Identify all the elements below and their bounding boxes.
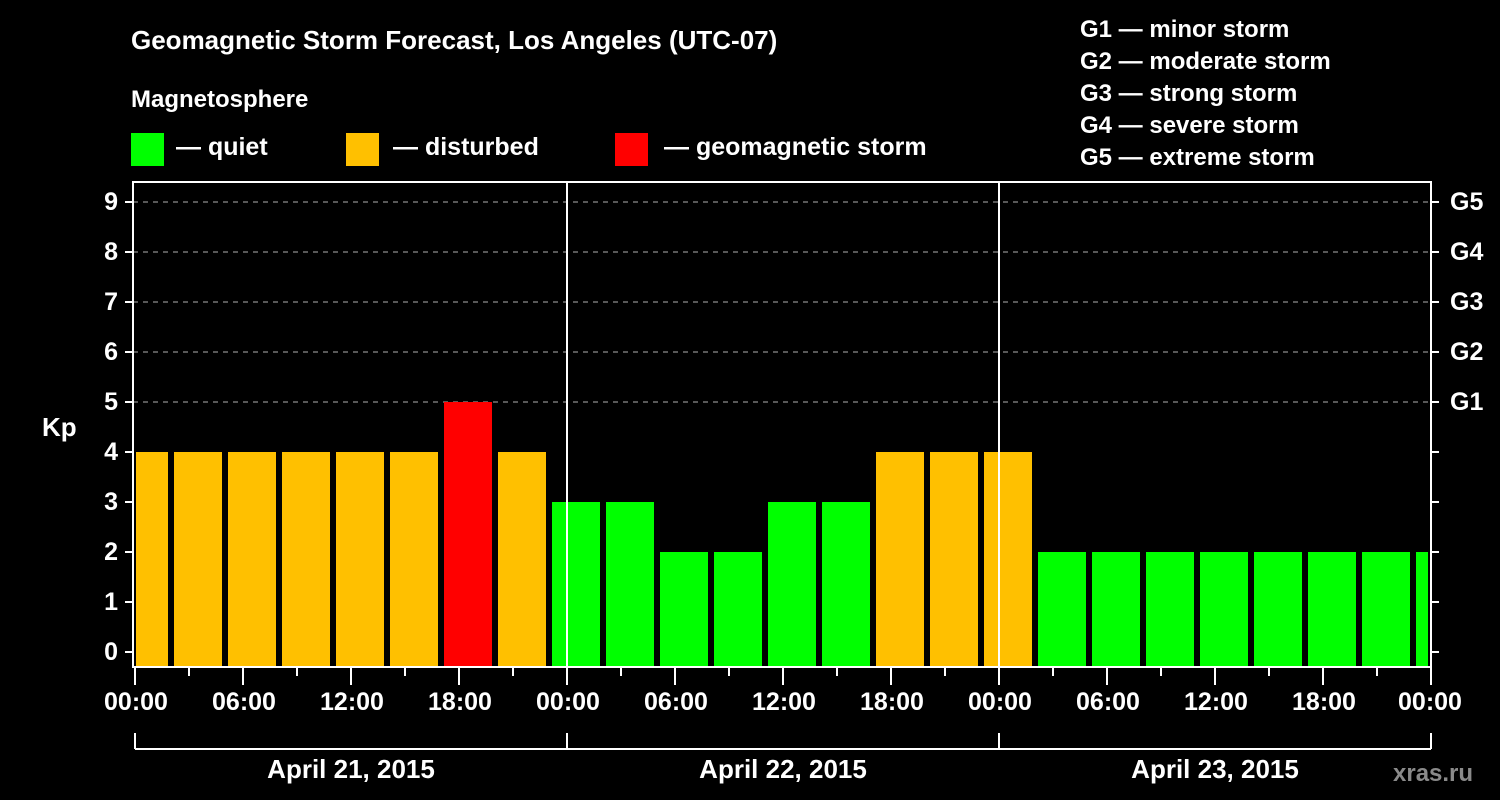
x-tick: 00:00: [1398, 688, 1462, 716]
day-label: April 23, 2015: [1131, 754, 1299, 784]
kp-bar: [498, 452, 546, 667]
kp-bar: [984, 452, 1032, 667]
kp-bar: [768, 502, 816, 667]
watermark: xras.ru: [1393, 760, 1474, 787]
kp-bar: [136, 452, 168, 667]
kp-bar: [1254, 552, 1302, 667]
kp-bar: [714, 552, 762, 667]
day-label: April 22, 2015: [699, 754, 867, 784]
y-tick: 0: [104, 638, 118, 666]
section-subtitle: Magnetosphere: [131, 86, 309, 113]
x-tick: 18:00: [428, 688, 492, 716]
kp-bar: [876, 452, 924, 667]
kp-bar: [1200, 552, 1248, 667]
kp-bar: [174, 452, 222, 667]
x-tick: 00:00: [968, 688, 1032, 716]
grid-lines: [133, 201, 1431, 403]
kp-bar: [822, 502, 870, 667]
g-scale-item: G4 — severe storm: [1080, 112, 1299, 139]
kp-bar: [1038, 552, 1086, 667]
y-tick: 5: [104, 388, 118, 416]
kp-bar: [444, 402, 492, 667]
legend-swatch-quiet: [131, 133, 164, 166]
y-tick: 1: [104, 588, 118, 616]
y-tick: 9: [104, 188, 118, 216]
x-tick: 06:00: [1076, 688, 1140, 716]
x-tick: 12:00: [1184, 688, 1248, 716]
bars: [136, 402, 1428, 667]
y-tick: 4: [104, 438, 118, 466]
kp-bar: [1416, 552, 1428, 667]
x-tick: 00:00: [536, 688, 600, 716]
g-scale-item: G5 — extreme storm: [1080, 144, 1315, 171]
x-tick: 12:00: [320, 688, 384, 716]
day-label: April 21, 2015: [267, 754, 435, 784]
plot-frame: [125, 181, 1439, 750]
legend-label-disturbed: — disturbed: [393, 133, 539, 161]
kp-bar: [1092, 552, 1140, 667]
g-tick: G5: [1450, 188, 1484, 216]
y-tick: 3: [104, 488, 118, 516]
x-tick: 06:00: [644, 688, 708, 716]
kp-bar: [930, 452, 978, 667]
g-tick: G2: [1450, 338, 1484, 366]
kp-bar: [336, 452, 384, 667]
kp-bar: [390, 452, 438, 667]
kp-bar: [282, 452, 330, 667]
kp-bar: [228, 452, 276, 667]
page-title: Geomagnetic Storm Forecast, Los Angeles …: [131, 25, 778, 55]
kp-bar: [606, 502, 654, 667]
y-tick: 6: [104, 338, 118, 366]
g-scale-item: G3 — strong storm: [1080, 80, 1298, 107]
legend-swatch-disturbed: [346, 133, 379, 166]
g-scale-item: G2 — moderate storm: [1080, 48, 1331, 75]
y-tick: 8: [104, 238, 118, 266]
g-tick: G4: [1450, 238, 1484, 266]
x-tick: 18:00: [1292, 688, 1356, 716]
legend-label-quiet: — quiet: [176, 133, 268, 161]
x-tick: 18:00: [860, 688, 924, 716]
x-tick: 12:00: [752, 688, 816, 716]
y-tick: 2: [104, 538, 118, 566]
kp-bar: [1146, 552, 1194, 667]
y-axis-label: Kp: [42, 412, 77, 442]
x-tick: 06:00: [212, 688, 276, 716]
kp-bar: [660, 552, 708, 667]
y-tick: 7: [104, 288, 118, 316]
g-scale-item: G1 — minor storm: [1080, 16, 1290, 43]
kp-bar: [1362, 552, 1410, 667]
x-tick: 00:00: [104, 688, 168, 716]
g-tick: G1: [1450, 388, 1484, 416]
kp-bar: [1308, 552, 1356, 667]
kp-bar: [552, 502, 600, 667]
legend-label-storm: — geomagnetic storm: [664, 133, 927, 161]
legend-swatch-storm: [615, 133, 648, 166]
g-tick: G3: [1450, 288, 1484, 316]
